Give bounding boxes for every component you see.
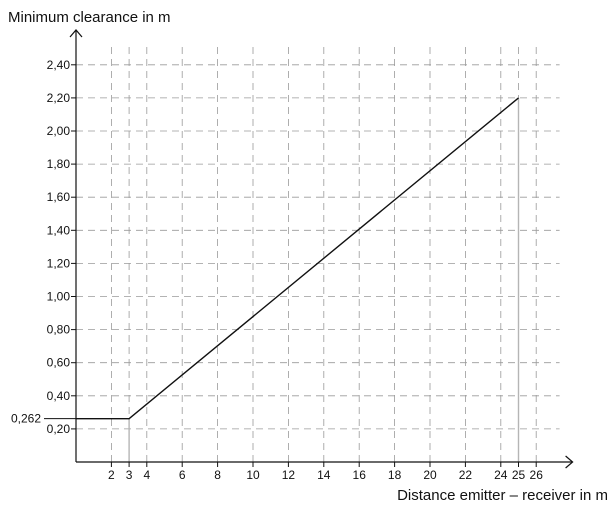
x-ticks: 2 3 4 6 8 10 12 14 16 18 20 22 24 25 26 <box>108 462 543 482</box>
y-tick-label: 1,60 <box>47 190 71 204</box>
x-tick-label: 16 <box>353 468 367 482</box>
axes <box>69 29 574 469</box>
y-tick-label: 0,40 <box>47 389 71 403</box>
x-tick-label: 8 <box>214 468 221 482</box>
x-tick-label: 14 <box>317 468 331 482</box>
y-tick-label: 2,20 <box>47 91 71 105</box>
y-tick-label: 1,40 <box>47 223 71 237</box>
x-tick-label: 18 <box>388 468 402 482</box>
y-tick-label: 0,60 <box>47 356 71 370</box>
x-tick-label: 3 <box>126 468 133 482</box>
grid <box>76 41 560 462</box>
x-axis-title: Distance emitter – receiver in m <box>397 487 608 504</box>
x-tick-label: 4 <box>143 468 150 482</box>
x-tick-label: 25 <box>512 468 526 482</box>
y-tick-label: 2,40 <box>47 58 71 72</box>
series-line <box>76 97 519 420</box>
y-axis-arrow <box>69 29 83 38</box>
y-axis-title: Minimum clearance in m <box>8 9 171 26</box>
x-tick-label: 20 <box>423 468 437 482</box>
special-y-label: 0,262 <box>11 412 41 426</box>
x-tick-label: 12 <box>282 468 296 482</box>
y-tick-label: 0,80 <box>47 323 71 337</box>
series-group <box>76 97 519 420</box>
y-ticks: 0,20 0,40 0,60 0,80 1,00 1,20 1,40 1,60 1,80 2,00… <box>47 58 76 436</box>
y-tick-label: 1,80 <box>47 157 71 171</box>
guide-lines <box>128 97 520 462</box>
y-tick-label: 2,00 <box>47 124 71 138</box>
x-tick-label: 26 <box>530 468 544 482</box>
x-tick-label: 22 <box>459 468 473 482</box>
y-tick-label: 1,00 <box>47 290 71 304</box>
x-tick-label: 2 <box>108 468 115 482</box>
special-y-marker: 0,262 <box>11 412 76 426</box>
y-tick-label: 1,20 <box>47 256 71 270</box>
x-tick-label: 24 <box>494 468 508 482</box>
y-tick-label: 0,20 <box>47 422 71 436</box>
x-tick-label: 10 <box>246 468 260 482</box>
x-tick-label: 6 <box>179 468 186 482</box>
x-axis-arrow <box>565 455 574 469</box>
